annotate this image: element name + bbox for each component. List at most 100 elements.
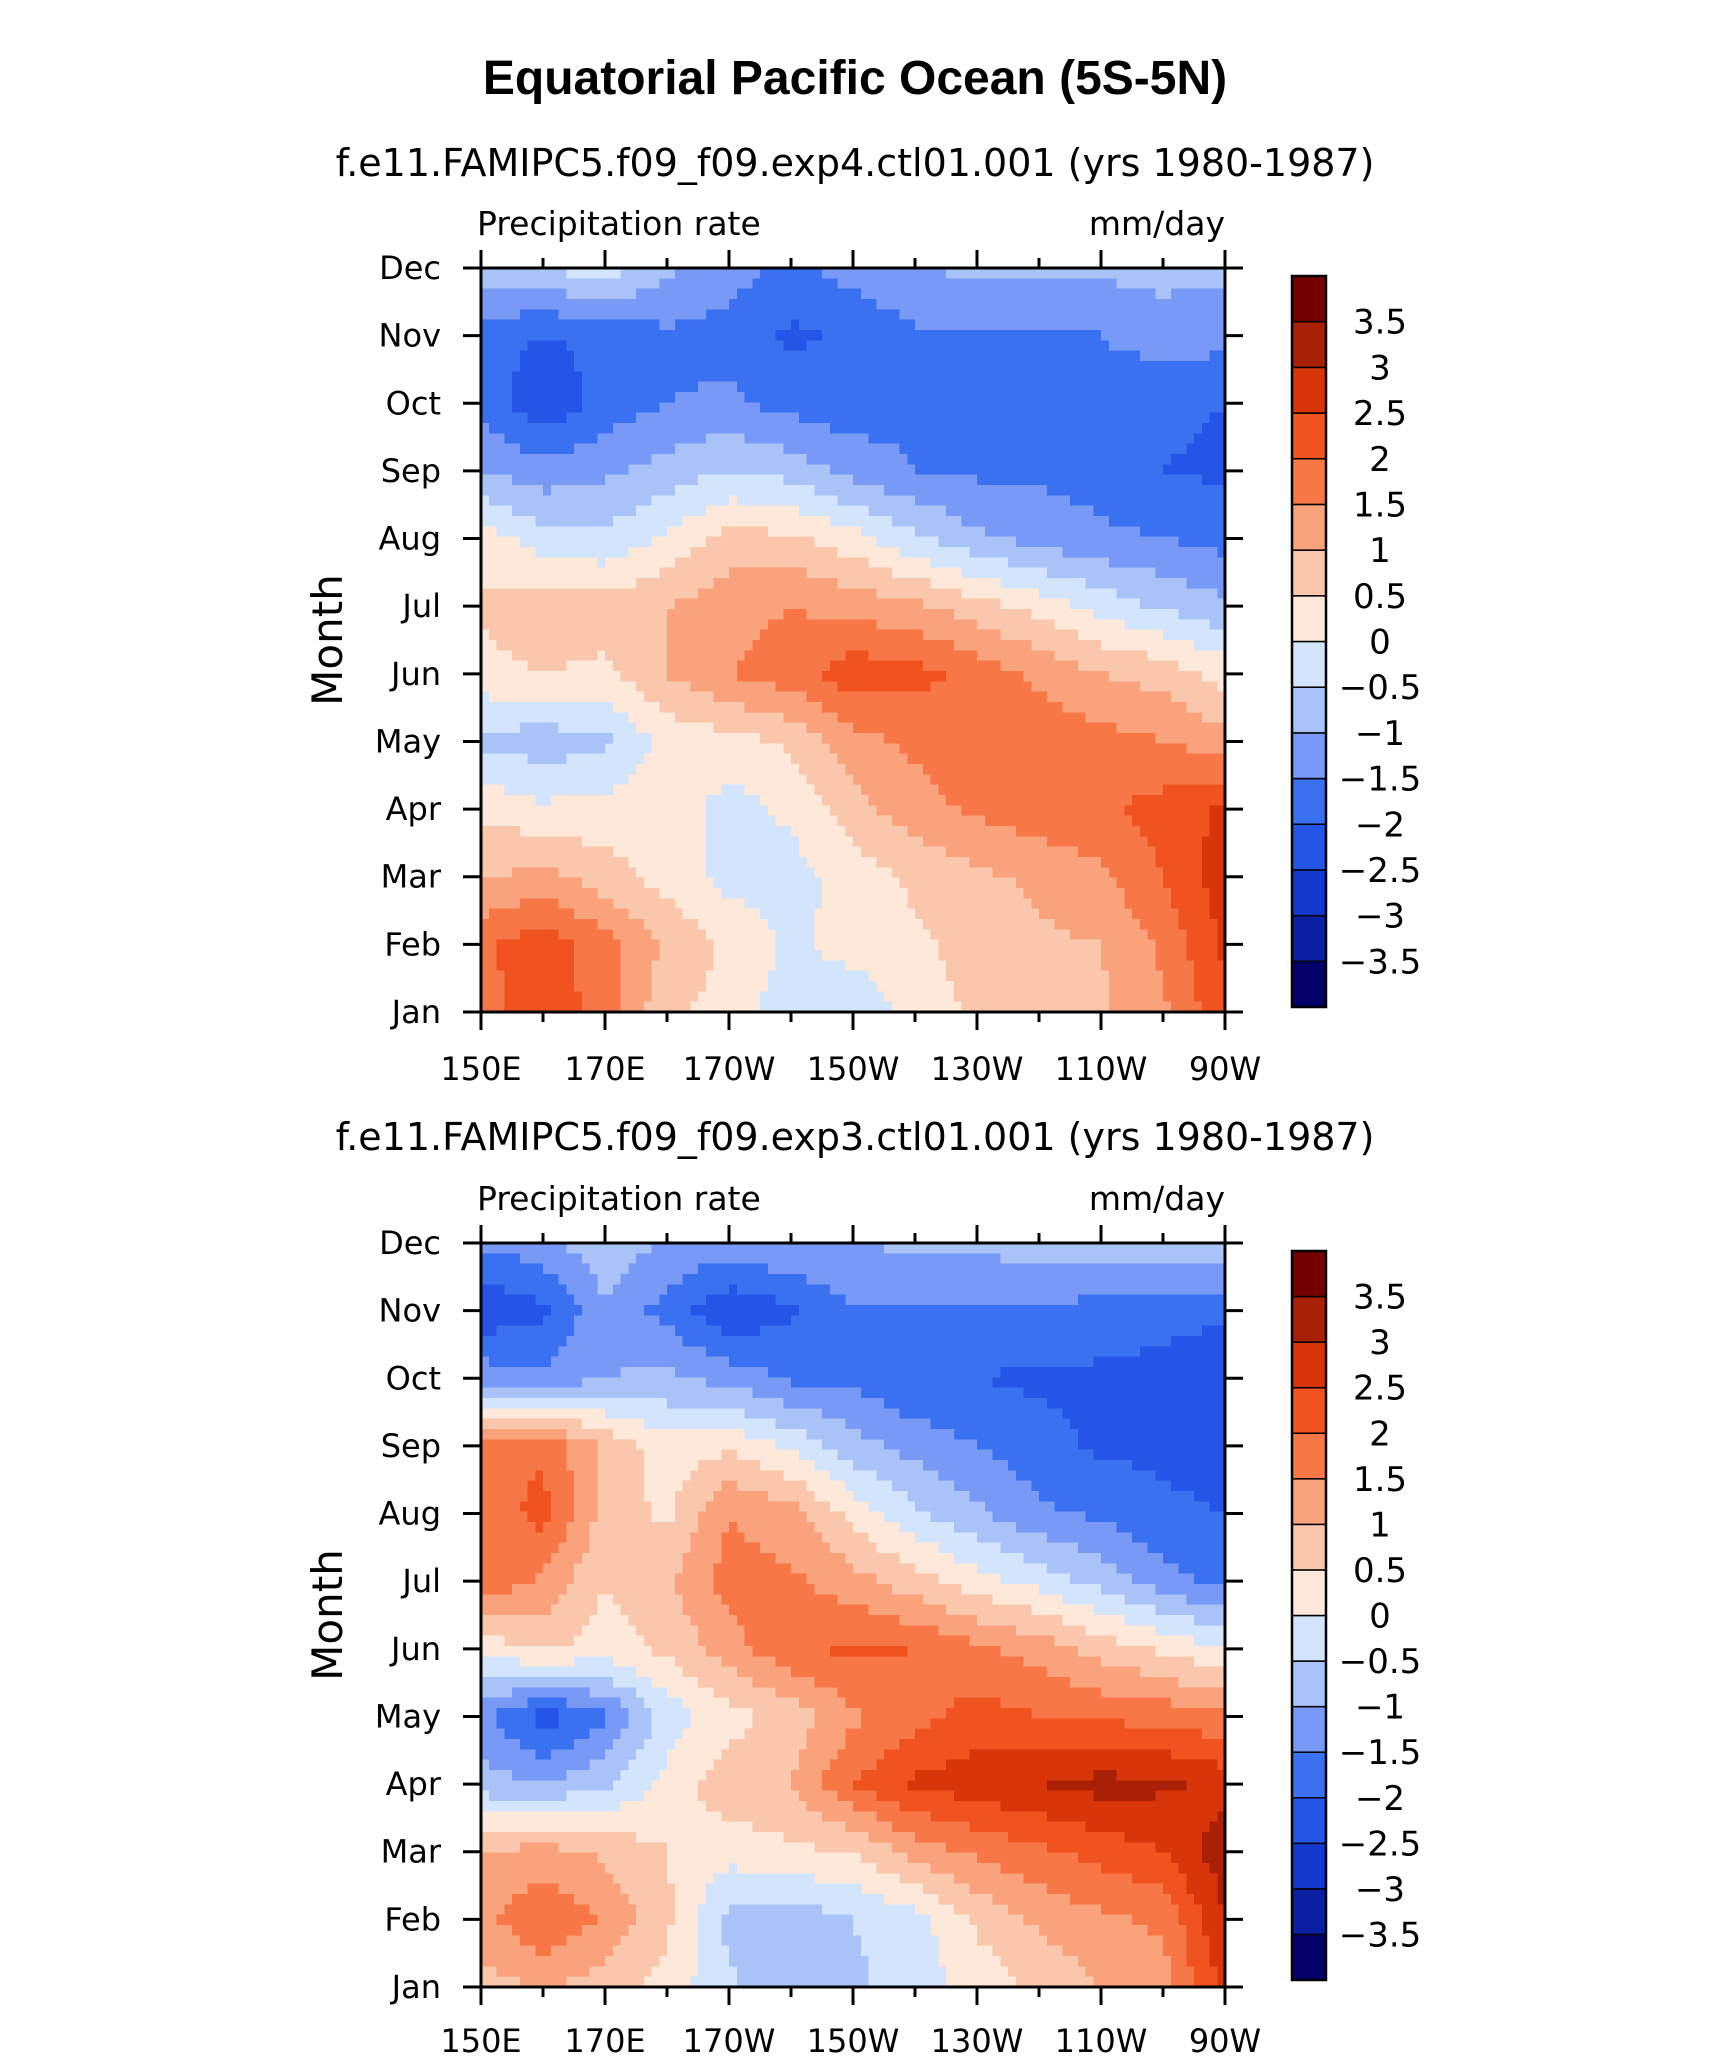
contour-cell [938,650,947,662]
contour-cell [1132,268,1141,279]
contour-cell [1039,392,1048,403]
contour-cell [915,350,924,362]
contour-cell [566,340,575,352]
contour-cell [1101,309,1110,321]
contour-cell [496,629,505,641]
contour-cell [992,681,1001,693]
contour-cell [992,371,1001,383]
contour-cell [953,547,963,558]
contour-cell [543,588,552,600]
contour-cell [1186,681,1195,693]
contour-cell [992,423,1001,434]
contour-cell [721,691,730,703]
contour-cell [698,712,707,724]
contour-cell [868,764,877,775]
contour-cell [1163,578,1172,589]
contour-cell [1139,557,1149,569]
contour-cell [891,381,901,393]
contour-cell [581,526,591,538]
contour-cell [550,609,560,620]
contour-cell [752,578,761,589]
contour-cell [628,340,637,352]
contour-cell [977,392,986,403]
contour-cell [674,495,684,507]
contour-cell [837,629,846,641]
contour-cell [659,495,668,507]
contour-cell [992,753,1001,765]
contour-cell [946,350,955,362]
contour-cell [581,350,591,362]
contour-cell [899,650,908,662]
contour-cell [915,598,924,610]
contour-cell [1170,774,1180,786]
contour-cell [760,567,769,579]
contour-cell [915,578,924,589]
contour-cell [721,516,730,527]
contour-cell [729,702,738,713]
contour-cell [767,567,777,579]
contour-cell [1147,526,1156,538]
contour-cell [1139,784,1149,796]
contour-cell [915,733,924,744]
contour-cell [1163,526,1172,538]
contour-cell [767,671,777,682]
contour-cell [620,433,629,445]
contour-cell [550,619,560,631]
contour-cell [922,423,932,434]
contour-cell [783,474,792,486]
contour-cell [868,485,877,496]
contour-cell [558,764,567,775]
contour-cell [550,536,560,548]
contour-cell [1139,578,1149,589]
contour-cell [922,433,932,445]
contour-cell [984,640,994,651]
contour-cell [876,412,885,424]
contour-cell [581,433,591,445]
contour-cell [775,640,784,651]
contour-cell [543,619,552,631]
contour-cell [1008,288,1017,300]
contour-cell [674,516,684,527]
contour-cell [597,392,606,403]
contour-cell [698,733,707,744]
contour-cell [721,629,730,641]
contour-cell [674,743,684,755]
contour-cell [713,485,722,496]
contour-cell [891,753,901,765]
contour-cell [907,619,916,631]
contour-cell [1054,392,1063,403]
contour-cell [798,319,808,331]
contour-cell [535,505,544,517]
contour-cell [775,495,784,507]
contour-cell [899,443,908,455]
contour-cell [1116,288,1125,300]
contour-cell [930,650,939,662]
contour-cell [946,505,955,517]
contour-cell [953,681,963,693]
contour-cell [899,423,908,434]
contour-cell [721,650,730,662]
contour-cell [1132,464,1141,476]
contour-cell [853,588,862,600]
contour-cell [775,660,784,672]
contour-cell [938,619,947,631]
contour-cell [868,464,877,476]
contour-cell [868,392,877,403]
contour-cell [907,691,916,703]
contour-cell [504,536,513,548]
contour-cell [1085,609,1094,620]
contour-cell [1015,557,1025,569]
contour-cell [775,485,784,496]
contour-cell [1077,598,1087,610]
contour-cell [1147,629,1156,641]
contour-cell [566,278,575,290]
contour-cell [953,381,963,393]
contour-cell [1000,443,1009,455]
contour-cell [519,691,529,703]
contour-cell [581,309,591,321]
contour-cell [969,433,978,445]
contour-cell [581,578,591,589]
contour-cell [1101,536,1110,548]
contour-cell [961,702,970,713]
contour-cell [628,361,637,372]
